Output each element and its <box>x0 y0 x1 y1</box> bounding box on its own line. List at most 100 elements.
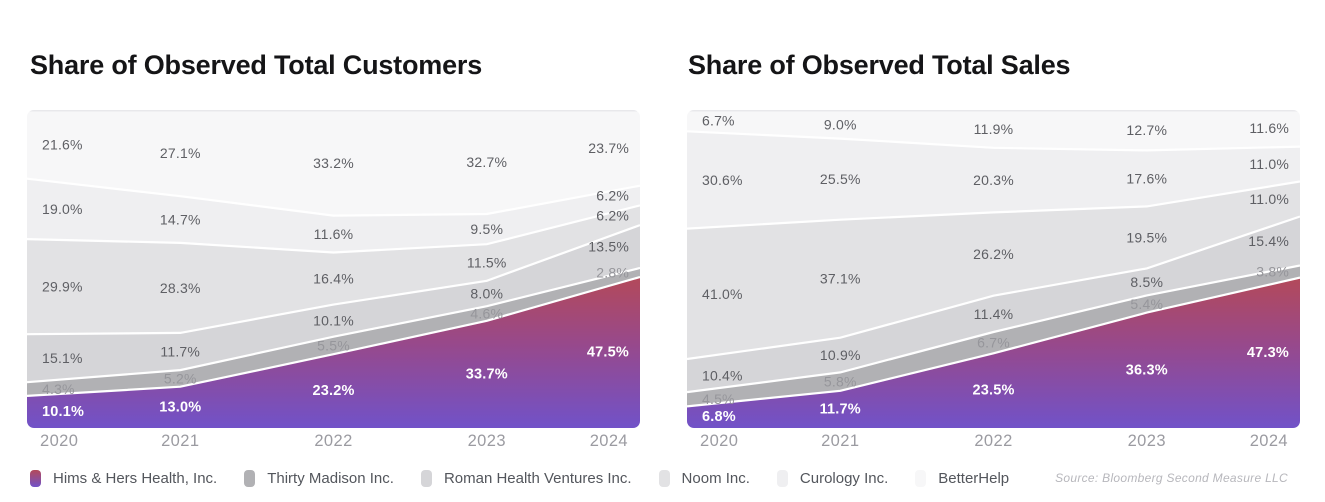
value-label-curology-inc-2024: 11.0% <box>1249 156 1289 172</box>
value-label-curology-inc-2020: 19.0% <box>42 201 83 217</box>
value-label-noom-inc-2023: 19.5% <box>1126 229 1167 245</box>
value-label-hims-hers-health-inc-2023: 36.3% <box>1126 362 1168 378</box>
customers-x-axis: 2020 2021 2022 2023 2024 <box>27 432 640 452</box>
x-axis-label-2020: 2020 <box>40 432 79 450</box>
value-label-betterhelp-2020: 21.6% <box>42 136 83 152</box>
value-label-curology-inc-2021: 14.7% <box>160 212 201 228</box>
x-axis-label-2021: 2021 <box>821 432 860 450</box>
value-label-curology-inc-2021: 25.5% <box>820 171 861 187</box>
value-label-noom-inc-2023: 11.5% <box>467 255 507 271</box>
value-label-curology-inc-2023: 17.6% <box>1126 170 1167 186</box>
customers-stacked-area-chart: 10.1% 13.0% 23.2% 33.7% 47.5% 4.3% 5.2% 5.5% 4.6… <box>27 110 640 428</box>
band-separator <box>27 266 640 384</box>
area-hims-hers-health-inc <box>687 277 1300 428</box>
band-separator <box>687 264 1300 394</box>
area-noom-inc <box>27 205 640 335</box>
value-label-thirty-madison-inc-2024: 3.8% <box>1256 264 1289 280</box>
value-label-betterhelp-2023: 32.7% <box>466 154 507 170</box>
value-label-betterhelp-2023: 12.7% <box>1126 122 1167 138</box>
band-separator <box>687 180 1300 230</box>
legend-item-roman-health-ventures-inc: Roman Health Ventures Inc. <box>420 469 632 487</box>
value-label-betterhelp-2021: 9.0% <box>824 116 857 132</box>
value-label-noom-inc-2020: 41.0% <box>702 286 743 302</box>
band-separator <box>27 275 640 397</box>
value-label-thirty-madison-inc-2021: 5.8% <box>824 374 857 390</box>
value-label-thirty-madison-inc-2023: 4.6% <box>470 306 503 322</box>
x-axis-label-2023: 2023 <box>1127 432 1166 450</box>
value-label-roman-health-ventures-inc-2024: 15.4% <box>1248 233 1289 249</box>
value-label-roman-health-ventures-inc-2022: 10.1% <box>313 313 354 329</box>
x-axis-label-2020: 2020 <box>700 432 739 450</box>
value-label-curology-inc-2022: 20.3% <box>973 172 1014 188</box>
value-label-roman-health-ventures-inc-2021: 10.9% <box>820 347 861 363</box>
value-label-roman-health-ventures-inc-2023: 8.5% <box>1130 274 1163 290</box>
value-label-noom-inc-2021: 28.3% <box>160 280 201 296</box>
value-label-hims-hers-health-inc-2024: 47.3% <box>1247 345 1289 361</box>
value-label-betterhelp-2020: 6.7% <box>702 113 735 129</box>
value-label-thirty-madison-inc-2020: 4.3% <box>42 381 75 397</box>
value-label-hims-hers-health-inc-2023: 33.7% <box>466 366 508 382</box>
value-label-hims-hers-health-inc-2024: 47.5% <box>587 345 629 361</box>
value-label-thirty-madison-inc-2023: 5.4% <box>1130 296 1163 312</box>
value-label-hims-hers-health-inc-2022: 23.2% <box>312 383 354 399</box>
value-label-curology-inc-2023: 9.5% <box>470 221 503 237</box>
value-label-thirty-madison-inc-2021: 5.2% <box>164 370 197 386</box>
legend-swatch-icon <box>776 469 788 487</box>
legend-item-thirty-madison-inc: Thirty Madison Inc. <box>244 469 394 487</box>
value-label-noom-inc-2024: 11.0% <box>1249 191 1289 207</box>
value-label-betterhelp-2021: 27.1% <box>160 145 201 161</box>
x-axis-label-2021: 2021 <box>161 432 200 450</box>
value-label-noom-inc-2021: 37.1% <box>820 271 861 287</box>
band-separator <box>687 276 1300 408</box>
value-label-thirty-madison-inc-2022: 5.5% <box>317 338 350 354</box>
sales-chart-title: Share of Observed Total Sales <box>688 50 1071 80</box>
value-label-hims-hers-health-inc-2021: 11.7% <box>820 401 861 417</box>
legend-item-hims-hers-health-inc: Hims & Hers Health, Inc. <box>30 469 217 487</box>
value-label-noom-inc-2022: 26.2% <box>973 246 1014 262</box>
value-label-hims-hers-health-inc-2020: 6.8% <box>702 409 736 425</box>
legend-item-betterhelp: BetterHelp <box>915 469 1009 487</box>
legend-swatch-icon <box>658 469 670 487</box>
legend-swatch-icon <box>420 469 432 487</box>
value-label-roman-health-ventures-inc-2024: 13.5% <box>588 239 629 255</box>
x-axis-label-2022: 2022 <box>974 432 1013 450</box>
value-label-noom-inc-2022: 16.4% <box>313 271 354 287</box>
value-label-roman-health-ventures-inc-2020: 15.1% <box>42 350 83 366</box>
value-label-curology-inc-2020: 30.6% <box>702 172 743 188</box>
sales-stacked-area-chart: 6.8% 11.7% 23.5% 36.3% 47.3% 4.5% 5.8% 6.7% 5.4%… <box>687 110 1300 428</box>
value-label-thirty-madison-inc-2020: 4.5% <box>702 391 735 407</box>
sales-x-axis: 2020 2021 2022 2023 2024 <box>687 432 1300 452</box>
legend-label: Curology Inc. <box>799 469 889 487</box>
value-label-hims-hers-health-inc-2021: 13.0% <box>159 399 201 415</box>
chart-canvas: 6.8% 11.7% 23.5% 36.3% 47.3% 4.5% 5.8% 6.7% 5.4%… <box>687 110 1300 428</box>
value-label-hims-hers-health-inc-2022: 23.5% <box>972 383 1014 399</box>
value-label-noom-inc-2020: 29.9% <box>42 279 83 295</box>
band-separator <box>27 204 640 254</box>
area-thirty-madison-inc <box>27 268 640 396</box>
legend-label: Noom Inc. <box>681 469 750 487</box>
legend: Hims & Hers Health, Inc. Thirty Madison I… <box>30 468 1009 488</box>
legend-swatch-icon <box>915 469 927 487</box>
value-label-curology-inc-2022: 11.6% <box>314 226 354 242</box>
legend-swatch-icon <box>244 469 256 487</box>
value-label-thirty-madison-inc-2024: 2.8% <box>596 265 629 281</box>
value-label-betterhelp-2022: 11.9% <box>974 121 1014 137</box>
value-label-roman-health-ventures-inc-2022: 11.4% <box>974 306 1014 322</box>
legend-label: Thirty Madison Inc. <box>267 469 394 487</box>
chart-canvas: 10.1% 13.0% 23.2% 33.7% 47.5% 4.3% 5.2% 5.5% 4.6… <box>27 110 640 428</box>
x-axis-label-2024: 2024 <box>589 432 628 450</box>
value-label-thirty-madison-inc-2022: 6.7% <box>977 335 1010 351</box>
value-label-betterhelp-2024: 11.6% <box>1249 120 1289 136</box>
legend-item-curology-inc: Curology Inc. <box>776 469 889 487</box>
area-roman-health-ventures-inc <box>27 225 640 383</box>
band-separator <box>27 177 640 217</box>
area-hims-hers-health-inc <box>27 277 640 428</box>
legend-swatch-icon <box>30 469 41 487</box>
value-label-betterhelp-2024: 23.7% <box>588 140 629 156</box>
area-betterhelp <box>27 110 640 216</box>
x-axis-label-2024: 2024 <box>1249 432 1288 450</box>
band-separator <box>687 215 1300 361</box>
area-thirty-madison-inc <box>687 265 1300 407</box>
value-label-roman-health-ventures-inc-2021: 11.7% <box>160 344 200 360</box>
area-curology-inc <box>687 131 1300 229</box>
